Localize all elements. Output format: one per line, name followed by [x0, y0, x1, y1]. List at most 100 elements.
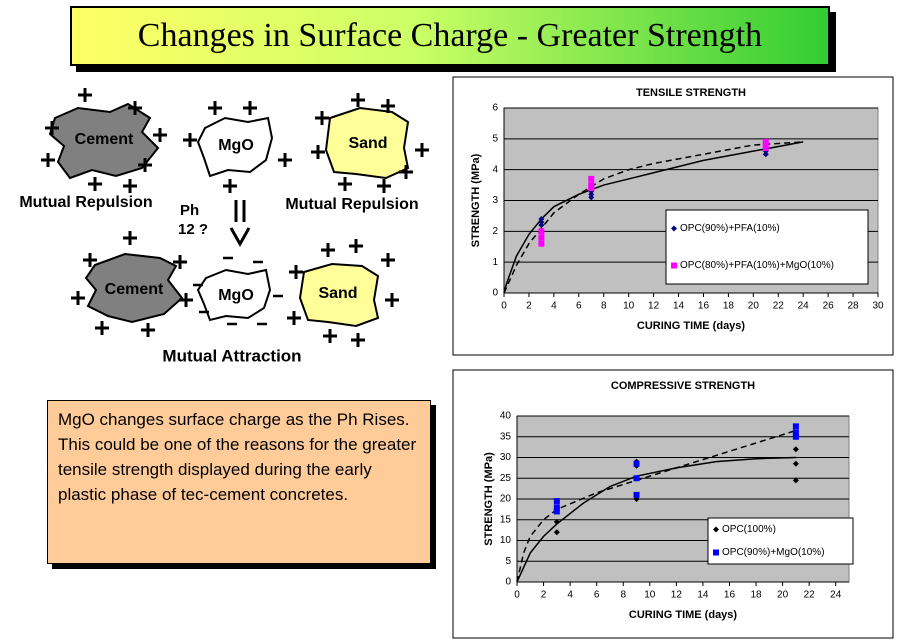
- legend-label: OPC(90%)+MgO(10%): [722, 547, 825, 558]
- data-point: [538, 234, 545, 241]
- legend-label: OPC(90%)+PFA(10%): [680, 223, 780, 234]
- legend: [665, 209, 869, 285]
- x-tick-label: 6: [594, 590, 600, 601]
- data-point: [553, 518, 560, 525]
- charge-plus: [338, 177, 352, 191]
- charge-plus: [41, 153, 55, 167]
- y-tick-label: 5: [505, 556, 511, 567]
- data-point: [633, 475, 640, 482]
- x-tick-label: 12: [671, 590, 683, 601]
- charge-plus: [323, 329, 337, 343]
- charge-plus: [123, 179, 137, 193]
- charge-plus: [223, 179, 237, 193]
- x-tick-label: 16: [724, 590, 736, 601]
- particle-label: Sand: [348, 135, 387, 152]
- data-point: [538, 228, 545, 235]
- x-tick-label: 28: [848, 301, 860, 312]
- particle-label: MgO: [218, 137, 254, 154]
- charge-plus: [311, 145, 325, 159]
- x-tick-label: 0: [514, 590, 520, 601]
- x-tick-label: 4: [551, 301, 557, 312]
- particle-label: Cement: [75, 131, 134, 148]
- y-tick-label: 6: [492, 103, 498, 114]
- x-tick-label: 18: [750, 590, 762, 601]
- charge-plus: [381, 99, 395, 113]
- x-tick-label: 26: [823, 301, 835, 312]
- charge-plus: [173, 255, 187, 269]
- x-axis-label: CURING TIME (days): [637, 320, 746, 332]
- y-tick-label: 3: [492, 195, 498, 206]
- data-point: [762, 145, 769, 152]
- charge-plus: [287, 311, 301, 325]
- y-tick-label: 10: [500, 535, 512, 546]
- cement-particle: [48, 102, 160, 180]
- y-tick-label: 35: [500, 431, 512, 442]
- charge-plus: [385, 293, 399, 307]
- charge-plus: [45, 121, 59, 135]
- x-tick-label: 0: [501, 301, 507, 312]
- x-tick-label: 2: [541, 590, 547, 601]
- y-tick-label: 20: [500, 494, 512, 505]
- charge-plus: [349, 239, 363, 253]
- legend-marker: [671, 225, 677, 232]
- y-tick-label: 40: [500, 411, 512, 422]
- mgo-particle: [196, 268, 272, 322]
- charge-plus: [415, 143, 429, 157]
- sand-particle: [298, 262, 380, 328]
- data-point: [792, 460, 799, 467]
- x-tick-label: 20: [777, 590, 789, 601]
- charge-plus: [381, 253, 395, 267]
- x-tick-label: 14: [673, 301, 685, 312]
- data-point: [792, 423, 799, 430]
- data-point: [762, 151, 769, 158]
- data-point: [792, 433, 799, 440]
- y-tick-label: 15: [500, 514, 512, 525]
- data-point: [538, 222, 545, 229]
- data-point: [633, 491, 640, 498]
- charge-plus: [78, 88, 92, 102]
- x-tick-label: 10: [623, 301, 635, 312]
- data-point: [588, 194, 595, 201]
- x-tick-label: 8: [620, 590, 626, 601]
- data-point: [588, 191, 595, 198]
- x-tick-label: 18: [723, 301, 735, 312]
- y-tick-label: 25: [500, 473, 512, 484]
- particle-label: Sand: [318, 285, 357, 302]
- charge-plus: [278, 153, 292, 167]
- sand-particle: [324, 106, 410, 180]
- charge-plus: [123, 231, 137, 245]
- x-tick-label: 12: [648, 301, 660, 312]
- data-point: [633, 460, 640, 467]
- charge-plus: [153, 128, 167, 142]
- charge-plus: [321, 243, 335, 257]
- y-tick-label: 5: [492, 133, 498, 144]
- trendline: [516, 429, 797, 583]
- legend-marker: [671, 262, 677, 269]
- data-point: [553, 529, 560, 536]
- legend-marker: [713, 549, 719, 556]
- x-tick-label: 16: [698, 301, 710, 312]
- x-axis-label: CURING TIME (days): [629, 609, 738, 621]
- cement-particle: [84, 252, 184, 324]
- particle-label: MgO: [218, 287, 254, 304]
- repulsion-label: Mutual Repulsion: [19, 194, 152, 211]
- legend: [707, 517, 854, 565]
- x-tick-label: 24: [830, 590, 842, 601]
- charge-plus: [243, 101, 257, 115]
- charge-plus: [399, 165, 413, 179]
- data-point: [538, 240, 545, 247]
- repulsion-label: Mutual Repulsion: [285, 196, 418, 213]
- data-point: [792, 477, 799, 484]
- charge-plus: [71, 291, 85, 305]
- charge-plus: [351, 333, 365, 347]
- x-tick-label: 20: [748, 301, 760, 312]
- data-point: [588, 185, 595, 192]
- y-tick-label: 1: [492, 257, 498, 268]
- legend-label: OPC(100%): [722, 524, 776, 535]
- y-tick-label: 0: [492, 288, 498, 299]
- y-axis-label: STRENGTH (MPa): [483, 452, 495, 546]
- x-tick-label: 30: [872, 301, 884, 312]
- x-tick-label: 4: [567, 590, 573, 601]
- particle-label: Cement: [105, 281, 164, 298]
- data-point: [553, 508, 560, 515]
